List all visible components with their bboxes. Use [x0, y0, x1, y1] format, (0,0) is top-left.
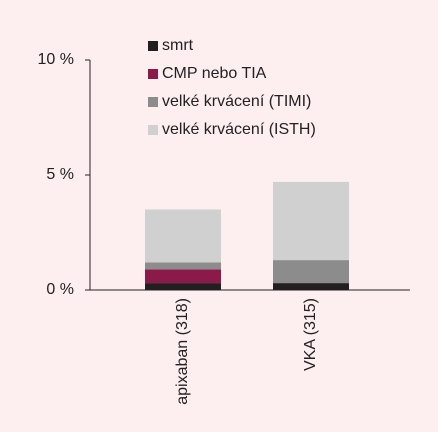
legend-label: smrt — [162, 37, 194, 54]
x-tick-label: apixaban (318) — [174, 298, 191, 405]
legend-label: velké krvácení (TIMI) — [162, 93, 311, 110]
bar-segment — [273, 260, 349, 284]
legend-swatch — [148, 125, 158, 135]
bar-segment — [145, 262, 221, 270]
bar-segment — [145, 209, 221, 263]
bar-segment — [145, 269, 221, 284]
bar-segment — [273, 283, 349, 290]
bar-segment — [145, 283, 221, 290]
legend-swatch — [148, 41, 158, 51]
x-tick-label: VKA (315) — [302, 298, 319, 371]
y-tick-label: 0 % — [46, 281, 74, 298]
legend-swatch — [148, 69, 158, 79]
bar-segment — [273, 181, 349, 261]
legend-swatch — [148, 97, 158, 107]
legend-label: CMP nebo TIA — [162, 65, 267, 82]
y-tick-label: 5 % — [46, 166, 74, 183]
y-tick-label: 10 % — [38, 51, 74, 68]
legend-label: velké krvácení (ISTH) — [162, 121, 316, 138]
